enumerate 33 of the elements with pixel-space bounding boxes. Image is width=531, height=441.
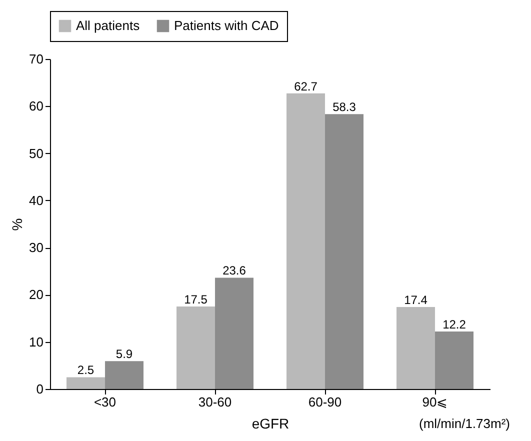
x-tick-label: 30-60: [198, 394, 232, 410]
y-tick-label: 10: [29, 334, 44, 350]
y-axis-title: %: [9, 218, 26, 231]
y-tick-label: 40: [29, 192, 44, 208]
data-label: 17.5: [184, 292, 208, 306]
data-label: 5.9: [116, 347, 133, 362]
text: (ml/min/1.73m²): [418, 416, 510, 431]
data-label: 23.6: [222, 264, 246, 278]
data-label: 12.2: [442, 317, 466, 332]
y-tick-label: 50: [29, 146, 44, 161]
y-tick-label: 0: [36, 382, 44, 396]
legend-label: Patients with CAD: [174, 18, 279, 33]
x-tick-label: <30: [94, 394, 116, 410]
y-tick-label: 70: [29, 52, 44, 66]
data-label: 62.7: [294, 79, 318, 94]
y-tick-label: 60: [29, 98, 44, 114]
bar: [105, 361, 144, 389]
bar: [286, 93, 325, 389]
bar: [325, 114, 364, 389]
legend-label: All patients: [76, 18, 140, 33]
x-tick-label: 90⩽: [422, 394, 448, 410]
bar: [396, 306, 435, 389]
bar: [176, 306, 215, 389]
data-label: 17.4: [404, 292, 428, 307]
y-tick-label: 20: [29, 287, 44, 302]
bar: [215, 278, 254, 389]
bar: [435, 331, 474, 389]
x-tick-label: 60-90: [308, 394, 342, 410]
data-label: 58.3: [332, 100, 356, 114]
bar: [66, 377, 105, 389]
data-label: 2.5: [77, 363, 94, 378]
x-axis-title: eGFR: [252, 416, 290, 432]
y-tick-label: 30: [29, 240, 44, 256]
